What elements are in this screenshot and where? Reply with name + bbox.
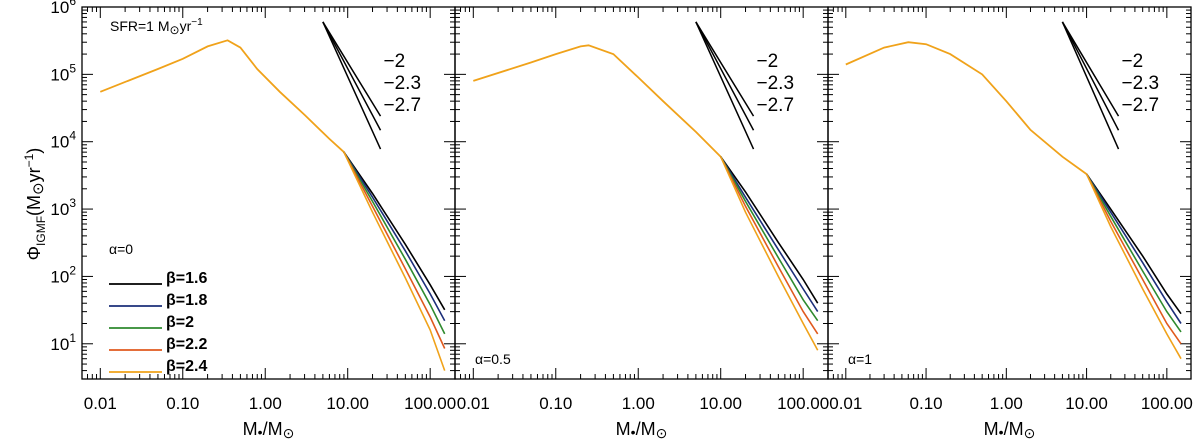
series-line-beta-3	[343, 151, 446, 335]
series-line-beta-3	[720, 156, 819, 322]
slope-guide-line	[695, 21, 755, 131]
y-axis-label-main: Φ	[24, 246, 44, 260]
x-tick-label: 100.00	[404, 394, 456, 413]
panel-alpha-label: α=1	[848, 351, 872, 367]
y-tick-label: 101	[50, 331, 76, 354]
slope-guide-line	[1061, 21, 1120, 150]
slope-guide-label: −2	[384, 51, 406, 72]
x-tick-label: 10.00	[699, 394, 742, 413]
series-line-beta-2	[1085, 173, 1182, 324]
slope-guide-line	[322, 21, 382, 117]
slope-guide-label: −2	[757, 51, 779, 72]
series-line-beta-3	[1085, 173, 1182, 333]
x-tick-label: 0.01	[457, 394, 490, 413]
series-line-beta-5	[1085, 173, 1182, 360]
slope-guide-label: −2.7	[1122, 95, 1160, 116]
legend: α=0 β=1.6 β=1.8 β=2 β=2.2 β=2.4	[109, 241, 207, 375]
slope-guide-label: −2	[1122, 51, 1144, 72]
slope-guide-label: −2.3	[384, 73, 422, 94]
y-tick-label: 102	[50, 263, 76, 286]
y-tick-label: 103	[50, 196, 76, 219]
slope-guide-line	[695, 21, 755, 117]
legend-label: β=1.6	[166, 270, 207, 287]
series-line-beta-4	[1085, 173, 1182, 345]
x-tick-label: 0.10	[166, 394, 199, 413]
slope-guide-label: −2.3	[757, 73, 795, 94]
panel-2: 0.01 0.10 1.00 10.00 100.00 M•/M⊙ −2−2.3−2.7 α=…	[454, 6, 829, 441]
common-imf-curve	[99, 39, 345, 153]
slope-guide-line	[695, 21, 755, 150]
y-tick-label: 106	[50, 0, 76, 17]
slope-guide-label: −2.3	[1122, 73, 1160, 94]
x-tick-label: 0.10	[539, 394, 572, 413]
sfr-annotation: SFR=1 M⊙yr−1	[110, 17, 203, 37]
series-line-beta-1	[343, 151, 446, 311]
common-imf-curve	[845, 41, 1088, 175]
legend-title: α=0	[109, 241, 133, 257]
y-tick-label: 104	[50, 129, 76, 152]
y-axis-label-unit: (M	[24, 195, 44, 216]
x-tick-label: 10.00	[1065, 394, 1108, 413]
common-imf-curve	[473, 44, 722, 158]
series-line-beta-5	[343, 151, 446, 371]
y-axis-label-sub: IGMF	[34, 216, 48, 246]
slope-guide-line	[1061, 21, 1120, 131]
series-line-beta-1	[720, 156, 819, 304]
series-line-beta-2	[343, 151, 446, 322]
series-line-beta-5	[719, 156, 819, 351]
x-tick-label: 0.10	[910, 394, 943, 413]
y-axis-label-exp: −1	[22, 153, 36, 167]
legend-label: β=2	[166, 314, 194, 331]
x-axis-label: M•/M⊙	[243, 419, 295, 441]
y-axis-label: ΦIGMF(M⊙yr−1)	[22, 148, 48, 261]
series-line-beta-1	[1085, 173, 1182, 315]
x-tick-label: 10.00	[326, 394, 369, 413]
x-axis-label: M•/M⊙	[984, 419, 1036, 441]
x-tick-label: 100.00	[777, 394, 829, 413]
y-axis-label-unit2: yr	[24, 167, 44, 182]
y-axis-sun-symbol: ⊙	[30, 182, 47, 195]
slope-guide-line	[322, 21, 382, 150]
series-line-beta-4	[719, 156, 819, 335]
legend-label: β=2.4	[166, 358, 207, 375]
panel-alpha-label: α=0.5	[475, 351, 511, 367]
y-axis-label-close: )	[24, 148, 44, 154]
panel-3: 0.01 0.10 1.00 10.00 100.00 M•/M⊙ −2−2.3−2.7 α=…	[827, 6, 1193, 441]
y-tick-label: 105	[50, 61, 76, 84]
x-tick-label: 100.00	[1141, 394, 1193, 413]
series-line-beta-4	[343, 151, 446, 349]
series-line-beta-2	[720, 156, 819, 313]
panel-1: 0.01 0.10 1.00 10.00 100.00 101 102 103 104 105 10…	[50, 0, 456, 441]
x-tick-label: 1.00	[249, 394, 282, 413]
x-tick-label: 1.00	[990, 394, 1023, 413]
legend-label: β=2.2	[166, 336, 207, 353]
slope-guide-label: −2.7	[757, 95, 795, 116]
x-tick-label: 0.01	[829, 394, 862, 413]
x-axis-label: M•/M⊙	[616, 419, 668, 441]
x-tick-label: 0.01	[84, 394, 117, 413]
x-tick-label: 1.00	[622, 394, 655, 413]
plot-frame	[827, 6, 1192, 380]
slope-guide-line	[1061, 21, 1120, 117]
slope-guide-line	[322, 21, 382, 131]
legend-label: β=1.8	[166, 292, 207, 309]
slope-guide-label: −2.7	[384, 95, 422, 116]
